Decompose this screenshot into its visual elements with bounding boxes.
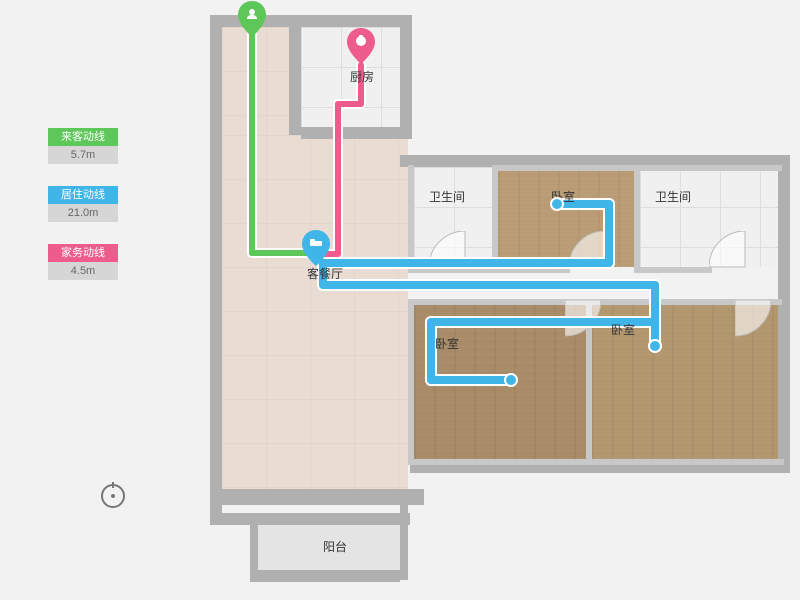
bed-marker-icon — [302, 230, 330, 266]
floor-plan: 厨房卫生间卧室卫生间客餐厅卧室卧室阳台 — [195, 0, 790, 595]
room-label: 客餐厅 — [307, 265, 343, 282]
floorplan-canvas: 来客动线 5.7m 居住动线 21.0m 家务动线 4.5m 厨房卫生间卧室 卫生… — [0, 0, 800, 600]
guest-path — [249, 30, 255, 256]
wall — [222, 489, 424, 505]
legend-housework-title: 家务动线 — [48, 244, 118, 262]
wall — [408, 299, 414, 465]
wall — [400, 15, 412, 139]
wall — [210, 513, 410, 525]
room-label: 卫生间 — [655, 188, 691, 205]
legend-housework: 家务动线 4.5m — [48, 244, 118, 280]
wall — [289, 15, 301, 135]
living-path — [319, 259, 613, 267]
living-path — [427, 318, 435, 384]
door-arc — [709, 231, 747, 269]
guest-path — [249, 250, 309, 256]
wall — [250, 570, 400, 582]
wall — [640, 267, 712, 273]
path-endpoint-dot — [648, 339, 662, 353]
person-marker-icon — [238, 1, 266, 37]
room-label: 卧室 — [611, 321, 635, 338]
path-endpoint-dot — [504, 373, 518, 387]
wall — [634, 165, 640, 273]
living-path — [427, 376, 512, 384]
room-label: 阳台 — [323, 538, 347, 555]
legend-living-value: 21.0m — [48, 204, 118, 222]
living-path — [319, 281, 659, 289]
door-arc — [735, 300, 773, 338]
wall — [301, 127, 411, 139]
room-label: 卫生间 — [429, 188, 465, 205]
room-label: 卧室 — [435, 335, 459, 352]
legend-living-title: 居住动线 — [48, 186, 118, 204]
wall — [640, 165, 782, 171]
wall — [414, 459, 784, 465]
path-endpoint-dot — [550, 197, 564, 211]
wall — [250, 513, 258, 573]
pot-marker-icon — [347, 28, 375, 64]
room-label: 厨房 — [350, 68, 374, 85]
legend-housework-value: 4.5m — [48, 262, 118, 280]
living-path — [605, 200, 613, 267]
legend-guest: 来客动线 5.7m — [48, 128, 118, 164]
wall — [778, 155, 790, 469]
wall — [400, 500, 408, 580]
legend: 来客动线 5.7m 居住动线 21.0m 家务动线 4.5m — [48, 128, 118, 302]
wall — [210, 15, 222, 525]
wall — [498, 165, 640, 171]
housework-path — [335, 101, 341, 257]
legend-living: 居住动线 21.0m — [48, 186, 118, 222]
legend-guest-title: 来客动线 — [48, 128, 118, 146]
legend-guest-value: 5.7m — [48, 146, 118, 164]
compass-icon — [99, 482, 127, 510]
